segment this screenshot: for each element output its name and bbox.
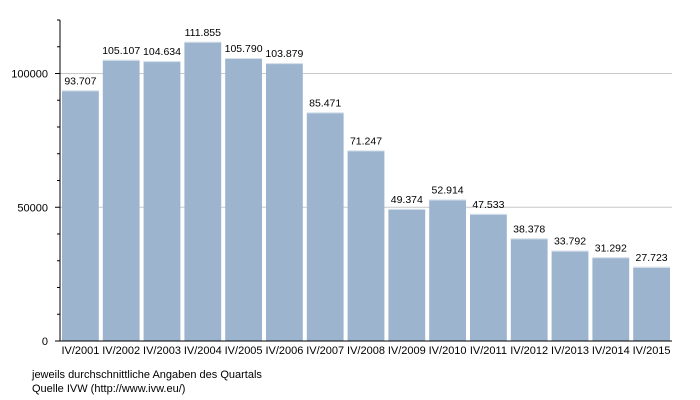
y-tick-label: 0: [42, 336, 48, 348]
x-tick-label: IV/2005: [225, 345, 263, 357]
bars: [62, 41, 670, 342]
data-label: 85.471: [309, 97, 341, 109]
bar-IV/2004: [184, 41, 222, 342]
x-tick-label: IV/2006: [265, 345, 303, 357]
data-label: 31.292: [595, 242, 627, 254]
data-label: 105.790: [225, 43, 263, 55]
bar-IV/2012: [510, 238, 548, 341]
bar-IV/2014: [592, 257, 630, 341]
footnote-source: Quelle IVW (http://www.ivw.eu/): [32, 383, 186, 395]
bar-IV/2011: [470, 213, 507, 341]
data-label: 52.914: [432, 184, 464, 196]
x-tick-label: IV/2010: [429, 345, 467, 357]
data-label: 33.792: [554, 236, 586, 248]
bar-IV/2008: [347, 150, 385, 341]
bar-IV/2002: [102, 59, 140, 341]
x-tick-label: IV/2007: [306, 345, 344, 357]
data-label: 103.879: [265, 48, 303, 60]
bar-IV/2007: [306, 112, 344, 341]
data-label: 71.247: [350, 135, 382, 147]
data-label: 105.107: [102, 45, 140, 57]
data-label: 47.533: [472, 199, 504, 211]
x-tick-label: IV/2003: [143, 345, 181, 357]
x-tick-label: IV/2004: [184, 345, 222, 357]
data-labels: 93.707 IV/2001 105.107 IV/2002 104.634 IV/200…: [61, 27, 670, 357]
x-tick-label: IV/2014: [592, 345, 630, 357]
footnote-averages: jeweils durchschnittliche Angaben des Qu…: [32, 369, 262, 381]
bar-IV/2015: [633, 266, 670, 341]
axes: 0 50000 100000: [11, 19, 672, 348]
x-tick-label: IV/2015: [633, 345, 671, 357]
data-label: 104.634: [143, 46, 181, 58]
bar-IV/2006: [266, 63, 303, 341]
bar-IV/2010: [429, 199, 466, 341]
x-tick-label: IV/2011: [470, 345, 507, 357]
x-tick-label: IV/2001: [61, 345, 99, 357]
x-tick-label: IV/2009: [388, 345, 426, 357]
bar-IV/2009: [388, 208, 426, 341]
y-tick-label: 50000: [17, 202, 48, 214]
data-label: 111.855: [185, 27, 222, 39]
bar-IV/2005: [225, 58, 262, 341]
x-tick-label: IV/2002: [102, 345, 140, 357]
data-label: 49.374: [391, 194, 423, 206]
y-tick-label: 100000: [11, 69, 48, 81]
data-label: 27.723: [636, 252, 668, 264]
bar-IV/2003: [143, 61, 181, 341]
bar-IV/2001: [62, 90, 99, 342]
x-tick-label: IV/2008: [347, 345, 385, 357]
data-label: 38.378: [513, 223, 545, 235]
x-tick-label: IV/2012: [510, 345, 548, 357]
data-label: 93.707: [64, 75, 96, 87]
bar-IV/2013: [551, 250, 589, 341]
x-tick-label: IV/2013: [551, 345, 589, 357]
